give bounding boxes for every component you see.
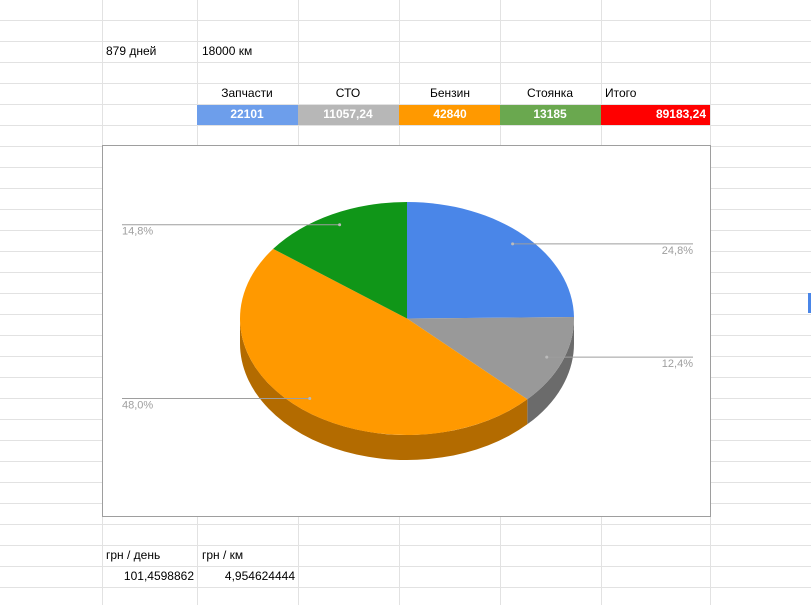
header-cell: Бензин	[430, 86, 470, 100]
slice-side	[527, 318, 574, 425]
cell-per-day: 101,4598862	[124, 569, 194, 583]
total-cell: 13185	[533, 107, 567, 121]
slice-label: 14,8%	[122, 226, 153, 238]
cell-days: 879 дней	[106, 44, 156, 58]
header-cell: СТО	[336, 86, 360, 100]
label-anchor	[511, 242, 515, 246]
total-cell: 89183,24	[656, 107, 706, 121]
header-cell: Запчасти	[221, 86, 273, 100]
cell-per-km: 4,954624444	[225, 569, 295, 583]
cell-bg	[399, 105, 500, 125]
label-anchor	[308, 396, 312, 400]
cell-bg	[500, 105, 601, 125]
scroll-marker	[808, 293, 811, 313]
total-cell: 22101	[230, 107, 264, 121]
slice-side	[240, 318, 528, 460]
label-anchor	[338, 223, 342, 227]
pie-chart: 24,8% 12,4% 48,0% 14,8%	[122, 202, 693, 460]
header-cell: Итого	[605, 86, 637, 100]
cell-km: 18000 км	[202, 44, 252, 58]
slice-label: 12,4%	[662, 358, 693, 370]
cell-per-km-label: грн / км	[202, 548, 243, 562]
slice-label: 24,8%	[662, 245, 693, 257]
cell-bg	[601, 105, 710, 125]
total-cell: 42840	[433, 107, 467, 121]
pie-slice	[273, 202, 407, 319]
cell-bg	[298, 105, 399, 125]
cell-bg	[197, 105, 298, 125]
header-cell: Стоянка	[527, 86, 573, 100]
pie-slice	[407, 202, 574, 319]
pie-slice	[239, 248, 528, 436]
label-anchor	[545, 355, 549, 359]
total-cell: 11057,24	[323, 107, 373, 121]
pie-slice	[407, 317, 574, 400]
slice-label: 48,0%	[122, 399, 153, 411]
cell-per-day-label: грн / день	[106, 548, 160, 562]
